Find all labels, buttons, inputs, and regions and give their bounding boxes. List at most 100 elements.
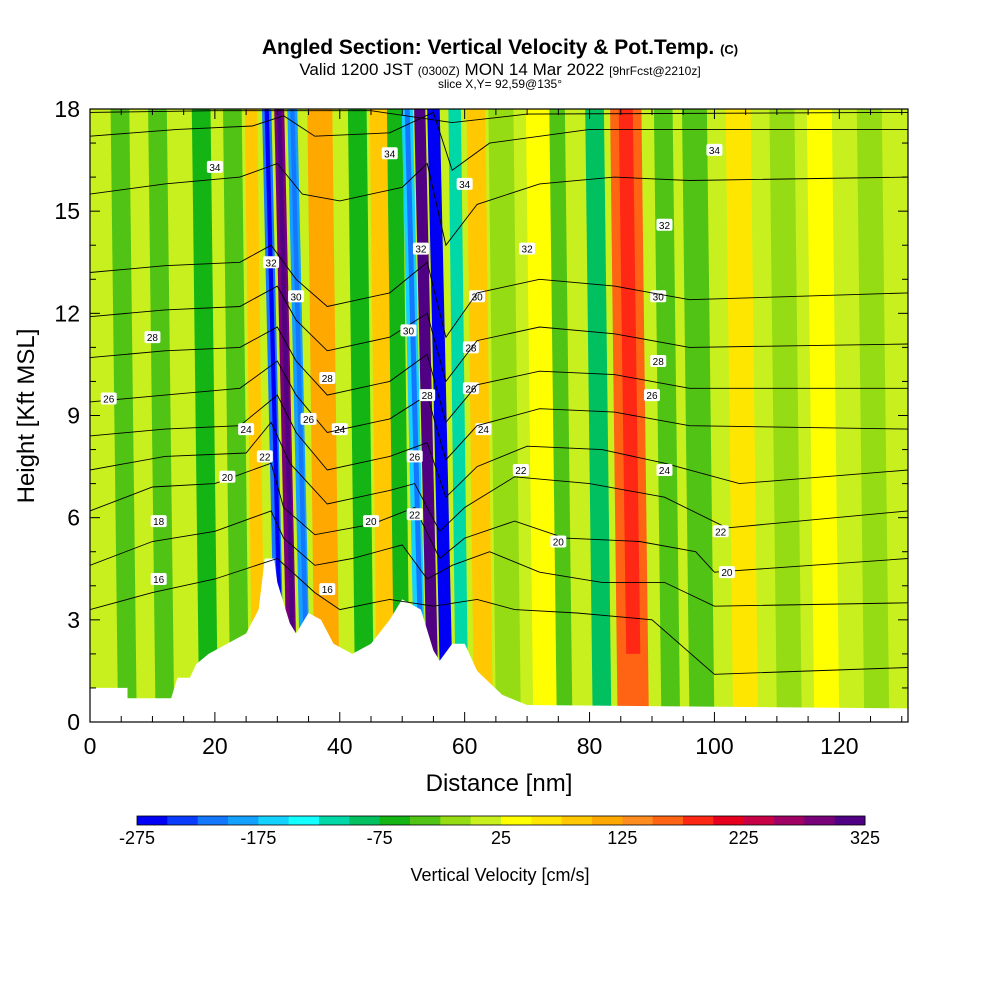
colorbar-segment	[440, 816, 472, 825]
velocity-column-16	[466, 109, 493, 722]
svg-text:32: 32	[415, 245, 427, 256]
subtitle-forecast: [9hrFcst@2210z]	[609, 64, 701, 78]
colorbar-frame	[136, 815, 866, 826]
svg-text:30: 30	[403, 326, 415, 337]
velocity-column-26	[806, 109, 840, 722]
contour-label-22-3: 22	[712, 525, 729, 538]
velocity-column-22	[653, 109, 681, 722]
svg-text:24: 24	[241, 425, 253, 436]
contour-label-32-2: 32	[519, 242, 536, 256]
subtitle-utc: (0300Z)	[417, 64, 460, 78]
velocity-column-19	[549, 109, 573, 722]
contour-label-32-1: 32	[412, 242, 429, 256]
contour-label-28-1: 28	[319, 372, 336, 385]
svg-text:34: 34	[709, 146, 721, 157]
colorbar-segment	[410, 816, 441, 825]
y-tick-label: 12	[54, 300, 80, 326]
svg-text:32: 32	[522, 245, 534, 256]
svg-text:28: 28	[422, 391, 434, 402]
velocity-core-21	[618, 109, 641, 654]
colorbar-segment	[743, 816, 775, 825]
velocity-column-0	[110, 109, 137, 722]
contour-label-34-3: 34	[706, 143, 723, 157]
svg-text:26: 26	[465, 384, 477, 395]
colorbar-segment	[137, 816, 168, 825]
svg-text:20: 20	[222, 473, 234, 484]
colorbar-segment	[592, 816, 623, 825]
x-tick-label: 0	[84, 733, 97, 759]
velocity-column-11	[386, 109, 410, 722]
theta-contour-38	[90, 110, 908, 124]
contour-label-16-0: 16	[150, 572, 167, 586]
svg-text:28: 28	[147, 333, 159, 344]
x-tick-label: 100	[695, 733, 733, 759]
contour-label-26-1: 26	[300, 412, 317, 426]
y-tick-label: 6	[67, 505, 80, 531]
colorbar-segment	[319, 816, 350, 825]
colorbar-segment	[197, 816, 229, 825]
x-tick-label: 20	[202, 733, 228, 759]
contour-label-28-0: 28	[144, 331, 161, 344]
svg-text:20: 20	[553, 538, 565, 549]
colorbar-segment	[501, 816, 532, 825]
contour-label-30-0: 30	[288, 290, 305, 303]
velocity-core-14	[430, 109, 450, 654]
y-tick-label: 15	[54, 198, 80, 224]
colorbar-segment	[349, 816, 381, 825]
contour-label-26-4: 26	[643, 389, 660, 402]
contour-label-18-0: 18	[150, 515, 167, 528]
svg-text:26: 26	[646, 391, 658, 402]
velocity-column-20	[585, 109, 612, 722]
theta-contour-22	[90, 421, 908, 533]
chart-title: Angled Section: Vertical Velocity & Pot.…	[261, 36, 739, 59]
svg-text:22: 22	[715, 527, 727, 538]
svg-text:32: 32	[659, 221, 671, 232]
x-tick-label: 40	[327, 733, 353, 759]
contour-label-20-3: 20	[718, 566, 735, 579]
velocity-column-1	[148, 109, 175, 722]
y-tick-label: 9	[67, 403, 80, 429]
velocity-core-7	[290, 109, 309, 654]
svg-text:22: 22	[409, 510, 421, 521]
contour-label-26-0: 26	[100, 392, 117, 405]
colorbar-segment	[652, 816, 684, 825]
contour-label-16-1: 16	[319, 583, 336, 596]
contour-label-28-4: 28	[650, 355, 667, 368]
y-tick-label: 0	[67, 709, 80, 735]
x-tick-label: 60	[452, 733, 478, 759]
contour-label-30-1: 30	[400, 324, 417, 337]
velocity-column-8	[307, 109, 340, 722]
theta-contour-34	[90, 162, 908, 247]
colorbar-segment	[470, 816, 502, 825]
contour-label-22-1: 22	[406, 508, 423, 521]
contour-label-20-2: 20	[550, 535, 567, 549]
contour-label-28-3: 28	[462, 341, 479, 354]
theta-contour-20	[90, 462, 908, 573]
theta-contour-36	[90, 111, 908, 172]
svg-text:16: 16	[153, 575, 165, 586]
velocity-column-9	[347, 109, 375, 722]
theta-contour-24	[90, 394, 908, 499]
colorbar-segment	[774, 816, 805, 825]
contour-label-32-3: 32	[656, 218, 673, 232]
terrain-profile	[90, 558, 908, 722]
colorbar-tick-label: -75	[367, 828, 393, 848]
svg-text:24: 24	[659, 466, 671, 477]
theta-contour-26	[90, 360, 908, 461]
theta-contour-28	[90, 326, 908, 424]
chart-slice-info: slice X,Y= 92,59@135°	[437, 77, 563, 91]
svg-text:26: 26	[103, 394, 115, 405]
svg-text:20: 20	[721, 568, 733, 579]
theta-contour-32	[90, 244, 908, 339]
svg-text:30: 30	[653, 292, 665, 303]
svg-text:26: 26	[409, 452, 421, 463]
svg-text:32: 32	[266, 258, 278, 269]
colorbar-segment	[804, 816, 836, 825]
colorbar: -275 -175 -75 25 125 225 325	[119, 815, 880, 848]
svg-text:18: 18	[153, 517, 165, 528]
contour-label-30-2: 30	[469, 290, 486, 303]
contour-label-26-2: 26	[406, 450, 423, 463]
svg-text:28: 28	[322, 374, 334, 385]
colorbar-tick-label: 125	[607, 828, 637, 848]
